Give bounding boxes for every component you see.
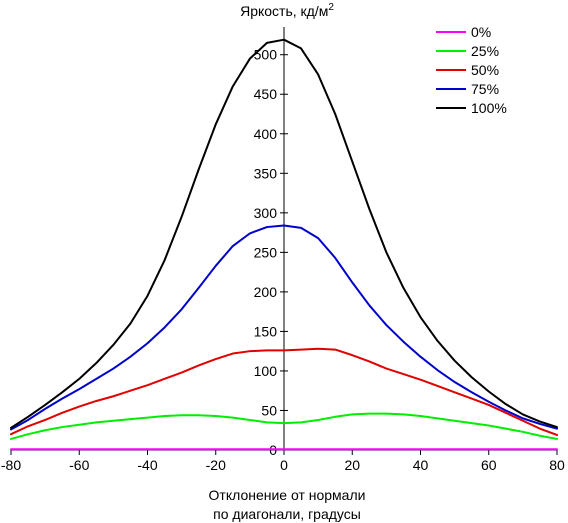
series-line-100pct [10, 38, 558, 429]
x-tick-label: -80 [1, 457, 21, 473]
y-axis-title: Яркость, кд/м2 [240, 2, 334, 19]
series-layer [10, 38, 558, 451]
y-tick-label: 400 [254, 126, 278, 142]
x-axis-title-line1: Отклонение от нормали [209, 487, 366, 503]
x-tick-label: -40 [137, 457, 157, 473]
axes: -80 -60 -40 -20 0 20 40 60 800501001502002503003… [1, 27, 565, 473]
x-tick-label: 0 [280, 457, 288, 473]
y-tick-label: 300 [254, 205, 278, 221]
x-tick-label: 80 [549, 457, 565, 473]
legend-label: 25% [471, 43, 499, 59]
series-line-75pct [10, 224, 558, 431]
y-tick-label: 50 [261, 402, 277, 418]
y-tick-label: 250 [254, 244, 278, 260]
y-tick-label: 200 [254, 284, 278, 300]
x-tick-label: -20 [206, 457, 226, 473]
series-line-50pct [10, 347, 558, 436]
y-tick-label: 500 [254, 47, 278, 63]
x-tick-label: 40 [413, 457, 429, 473]
x-axis-title-line2: по диагонали, градусы [213, 506, 361, 522]
y-tick-label: 150 [254, 323, 278, 339]
legend: 0% 25% 50% 75% 100% [436, 24, 507, 116]
legend-label: 75% [471, 81, 499, 97]
y-tick-label: 100 [254, 363, 278, 379]
y-tick-label: 350 [254, 165, 278, 181]
y-axis-title-superscript: 2 [328, 2, 334, 13]
legend-label: 100% [471, 100, 507, 116]
series-line-25pct [10, 412, 558, 440]
x-tick-label: -60 [69, 457, 89, 473]
x-tick-label: 60 [481, 457, 497, 473]
legend-label: 0% [471, 24, 491, 40]
x-tick-label: 20 [344, 457, 360, 473]
y-tick-label: 450 [254, 86, 278, 102]
legend-label: 50% [471, 62, 499, 78]
